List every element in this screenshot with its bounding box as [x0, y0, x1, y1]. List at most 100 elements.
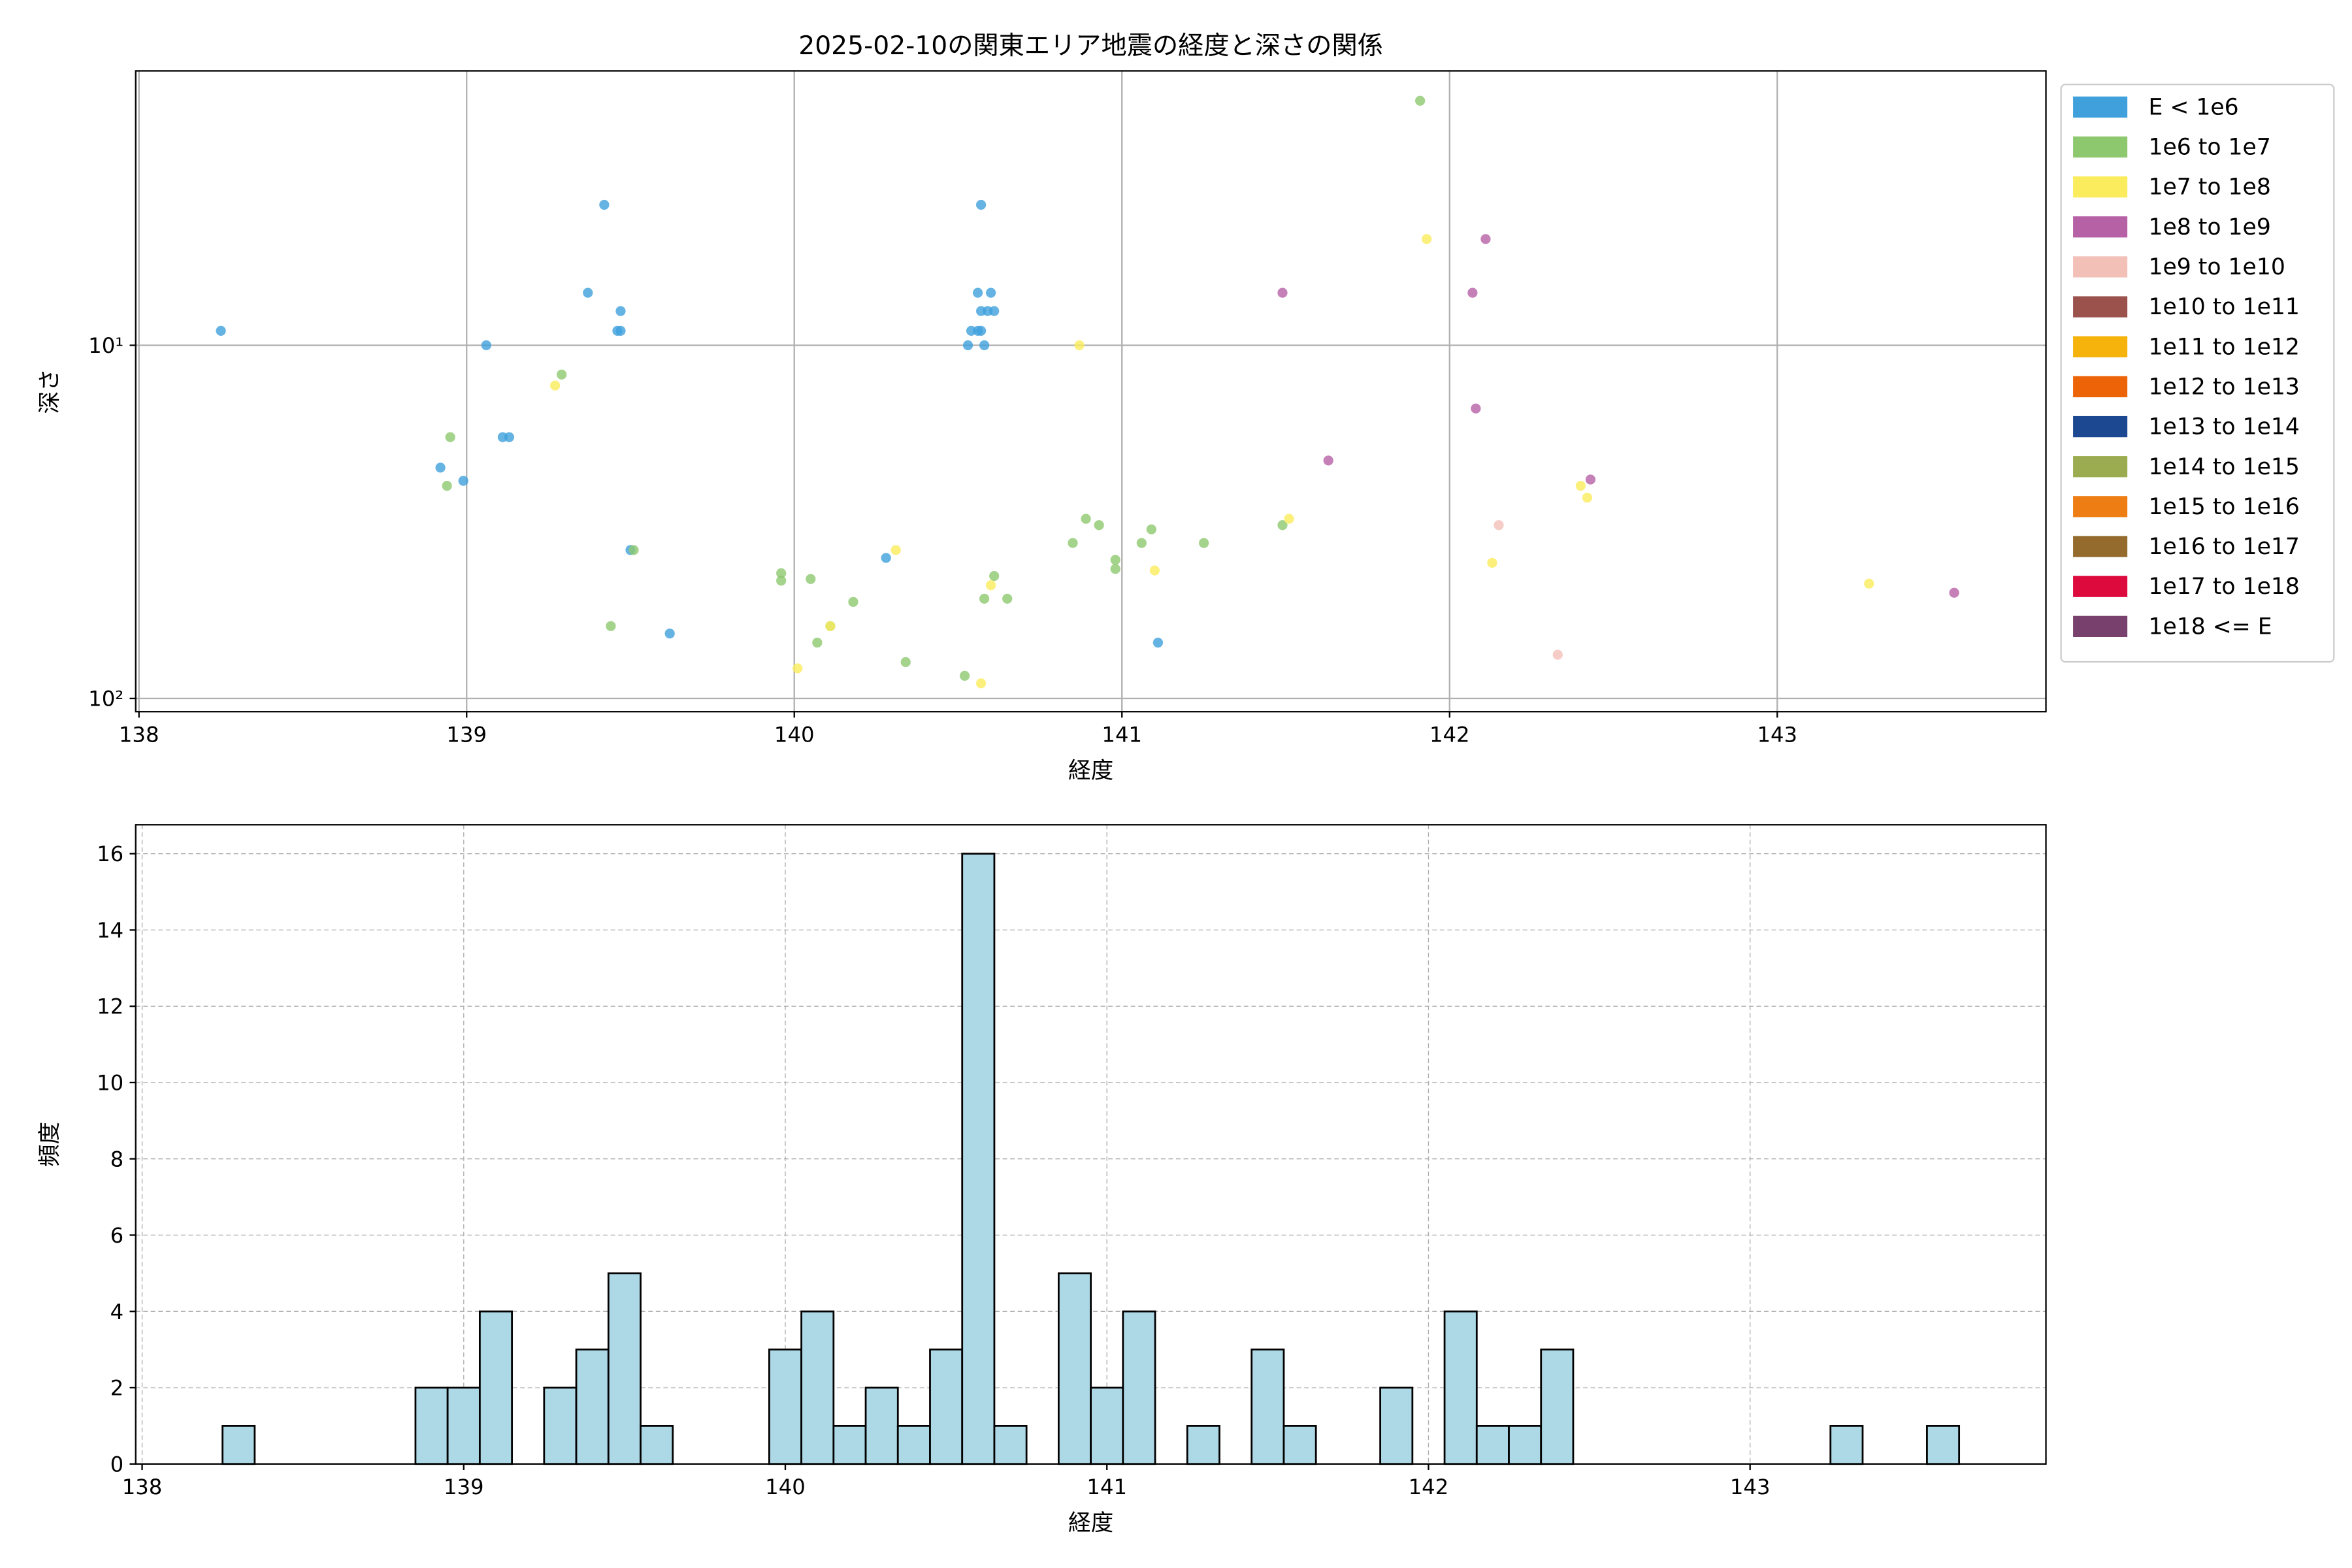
legend-label: 1e14 to 1e15: [2148, 454, 2299, 480]
data-point: [1552, 649, 1563, 660]
histogram-bar: [832, 1425, 867, 1465]
y-tick-label: 16: [97, 841, 123, 866]
data-point: [1199, 538, 1209, 548]
data-point: [959, 670, 970, 681]
legend-label: 1e11 to 1e12: [2148, 334, 2299, 360]
legend-swatch: [2073, 536, 2128, 557]
plot-frame: [135, 824, 2047, 1465]
data-point: [989, 306, 1000, 316]
data-point: [1467, 287, 1478, 298]
data-point: [615, 325, 626, 336]
legend-label: 1e18 <= E: [2148, 613, 2272, 640]
x-tick-label: 139: [446, 722, 487, 747]
legend-label: 1e9 to 1e10: [2148, 254, 2285, 280]
data-point: [972, 287, 983, 298]
legend-label: 1e7 to 1e8: [2148, 174, 2270, 201]
legend-swatch: [2073, 456, 2128, 478]
data-point: [557, 369, 567, 380]
data-point: [1136, 538, 1147, 548]
data-point: [481, 340, 491, 351]
data-point: [962, 340, 973, 351]
data-point: [1149, 565, 1160, 576]
legend-label: 1e8 to 1e9: [2148, 214, 2270, 240]
plot-area: [216, 95, 1959, 689]
x-tick-label: 140: [765, 1475, 806, 1499]
data-point: [900, 657, 911, 667]
legend-label: 1e6 to 1e7: [2148, 135, 2270, 161]
plot-frame: [135, 70, 2047, 713]
histogram-bar: [1379, 1386, 1414, 1465]
data-point: [1582, 493, 1593, 503]
data-point: [435, 463, 446, 473]
y-tick-label: 4: [110, 1299, 124, 1324]
histogram-bar: [478, 1310, 513, 1465]
legend-swatch: [2073, 216, 2128, 238]
y-tick-label: 14: [97, 918, 123, 943]
data-point: [445, 432, 455, 442]
data-point: [1415, 95, 1426, 106]
x-tick-label: 142: [1429, 722, 1470, 747]
histogram-bar: [1282, 1425, 1317, 1465]
data-point: [606, 621, 616, 631]
data-point: [615, 306, 626, 316]
data-point: [776, 576, 787, 586]
legend-label: E < 1e6: [2148, 94, 2238, 120]
data-point: [1110, 555, 1120, 565]
histogram-bar: [800, 1310, 835, 1465]
data-point: [825, 621, 836, 631]
data-point: [1277, 520, 1288, 531]
histogram-bar: [414, 1386, 449, 1465]
x-tick-label: 138: [122, 1475, 163, 1499]
histogram-bar: [1090, 1386, 1124, 1465]
x-tick-label: 139: [444, 1475, 484, 1499]
histogram-bar: [446, 1386, 481, 1465]
histogram-bar: [1058, 1272, 1092, 1465]
data-point: [664, 629, 675, 639]
histogram-bar: [1508, 1425, 1543, 1465]
data-point: [1068, 538, 1078, 548]
data-point: [216, 325, 226, 336]
histogram-bar: [768, 1348, 802, 1465]
data-point: [881, 553, 891, 563]
histogram-bar: [1829, 1425, 1864, 1465]
x-tick-label: 143: [1730, 1475, 1771, 1499]
data-point: [1487, 557, 1497, 568]
data-point: [1081, 514, 1091, 524]
histogram-bar: [1250, 1348, 1285, 1465]
data-point: [989, 570, 1000, 581]
legend-swatch: [2073, 336, 2128, 357]
histogram-bar: [1443, 1310, 1478, 1465]
data-point: [629, 545, 639, 555]
y-axis-label: 頻度: [37, 1122, 63, 1167]
histogram-bar: [575, 1348, 610, 1465]
data-point: [792, 663, 803, 674]
histogram-bar: [607, 1272, 642, 1465]
histogram-bar: [864, 1386, 899, 1465]
y-tick-label: 12: [97, 994, 123, 1019]
x-tick-label: 140: [774, 722, 815, 747]
histogram-bar: [221, 1425, 256, 1465]
y-tick-label: 8: [110, 1147, 124, 1171]
chart-title: 2025-02-10の関東エリア地震の経度と深さの関係: [798, 31, 1383, 61]
y-tick-label: 10²: [88, 687, 123, 711]
histogram-bar: [961, 853, 996, 1465]
histogram-bar: [1475, 1425, 1510, 1465]
data-point: [1074, 340, 1085, 351]
x-tick-label: 142: [1409, 1475, 1449, 1499]
y-tick-label: 10: [97, 1071, 123, 1096]
data-point: [848, 596, 858, 607]
y-tick-label: 6: [110, 1223, 124, 1248]
legend-swatch: [2073, 296, 2128, 318]
data-point: [975, 678, 987, 689]
data-point: [986, 580, 996, 591]
data-point: [1480, 234, 1491, 244]
legend-label: 1e10 to 1e11: [2148, 294, 2299, 320]
data-point: [599, 199, 610, 210]
legend-swatch: [2073, 376, 2128, 398]
legend-swatch: [2073, 615, 2128, 637]
data-point: [458, 476, 468, 486]
y-tick-label: 0: [110, 1452, 124, 1477]
data-point: [1422, 234, 1432, 244]
